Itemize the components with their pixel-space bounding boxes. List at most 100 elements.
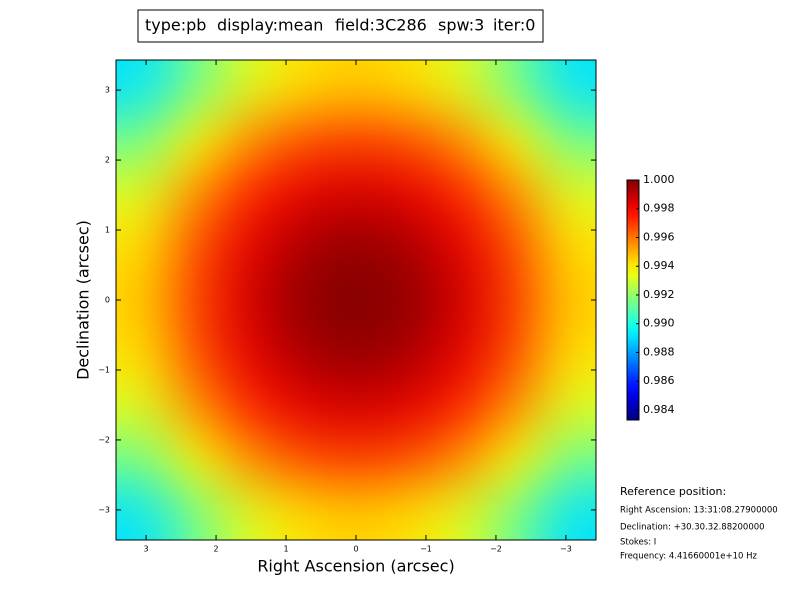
x-tick-label: −2	[490, 545, 502, 554]
heatmap-cell	[329, 326, 384, 381]
y-tick-label: −3	[98, 505, 110, 514]
heatmap-cell	[116, 380, 170, 434]
heatmap	[116, 60, 596, 540]
annotation: Frequency: 4.41660001e+10 Hz	[620, 552, 757, 562]
colorbar-tick-label: 0.986	[643, 374, 675, 387]
x-tick-label: −1	[420, 545, 432, 554]
heatmap-cell	[489, 113, 544, 168]
heatmap-cell	[329, 166, 384, 221]
heatmap-cell	[436, 166, 490, 221]
title-part: iter:0	[493, 16, 535, 35]
heatmap-cell	[489, 60, 544, 114]
heatmap-cell	[382, 60, 437, 114]
heatmap-cell	[542, 433, 596, 488]
heatmap-cell	[329, 486, 384, 540]
heatmap-cell	[382, 220, 437, 274]
x-tick-label: 2	[214, 545, 219, 554]
x-tick-label: 1	[283, 545, 288, 554]
heatmap-cell	[276, 380, 330, 434]
colorbar-tick-label: 0.992	[643, 288, 675, 301]
heatmap-cell	[382, 486, 437, 540]
heatmap-cell	[382, 113, 437, 168]
annotation: Reference position:	[620, 485, 726, 498]
heatmap-cell	[542, 486, 596, 540]
heatmap-cell	[329, 220, 384, 274]
heatmap-cell	[116, 273, 170, 328]
heatmap-cell	[276, 60, 330, 114]
heatmap-cell	[329, 380, 384, 434]
y-tick-label: 2	[105, 156, 110, 165]
heatmap-cell	[329, 113, 384, 168]
colorbar-tick-label: 0.988	[643, 345, 675, 358]
heatmap-cell	[542, 220, 596, 274]
colorbar-tick-label: 0.996	[643, 230, 675, 243]
heatmap-cell	[542, 380, 596, 434]
heatmap-cell	[436, 433, 490, 488]
heatmap-cell	[329, 60, 384, 114]
heatmap-cell	[329, 433, 384, 488]
image-area	[116, 60, 596, 540]
title-part: type:pb	[145, 16, 206, 35]
heatmap-cell	[382, 433, 437, 488]
y-tick-label: 1	[105, 226, 110, 235]
heatmap-cell	[169, 166, 224, 221]
heatmap-cell	[382, 380, 437, 434]
heatmap-cell	[222, 220, 277, 274]
heatmap-cell	[169, 433, 224, 488]
heatmap-cell	[222, 273, 277, 328]
heatmap-cell	[542, 113, 596, 168]
heatmap-cell	[222, 326, 277, 381]
annotation: Right Ascension: 13:31:08.27900000	[620, 506, 778, 516]
colorbar-tick-label: 1.000	[643, 173, 675, 186]
heatmap-cell	[436, 326, 490, 381]
heatmap-cell	[489, 433, 544, 488]
heatmap-cell	[222, 486, 277, 540]
heatmap-cell	[116, 433, 170, 488]
heatmap-cell	[489, 273, 544, 328]
heatmap-cell	[329, 273, 384, 328]
heatmap-cell	[436, 113, 490, 168]
heatmap-cell	[169, 486, 224, 540]
heatmap-cell	[169, 326, 224, 381]
heatmap-cell	[436, 273, 490, 328]
heatmap-cell	[542, 166, 596, 221]
colorbar-tick-label: 0.994	[643, 259, 675, 272]
colorbar-tick-label: 0.984	[643, 403, 675, 416]
heatmap-cell	[116, 220, 170, 274]
x-axis-label: Right Ascension (arcsec)	[257, 557, 454, 576]
heatmap-cell	[222, 380, 277, 434]
y-tick-label: −2	[98, 435, 110, 444]
annotation: Declination: +30.30.32.88200000	[620, 523, 765, 533]
heatmap-cell	[382, 166, 437, 221]
y-axis-label: Declination (arcsec)	[74, 220, 93, 380]
heatmap-cell	[542, 273, 596, 328]
x-tick-label: 0	[353, 545, 358, 554]
heatmap-cell	[489, 220, 544, 274]
heatmap-cell	[489, 380, 544, 434]
heatmap-cell	[436, 220, 490, 274]
heatmap-cell	[489, 326, 544, 381]
colorbar	[626, 179, 640, 421]
title-part: display:mean	[217, 16, 323, 35]
heatmap-cell	[222, 433, 277, 488]
heatmap-cell	[382, 326, 437, 381]
heatmap-cell	[276, 113, 330, 168]
annotation: Stokes: I	[620, 538, 656, 548]
y-tick-label: −1	[98, 365, 110, 374]
heatmap-cell	[276, 273, 330, 328]
heatmap-cell	[169, 113, 224, 168]
heatmap-cell	[436, 60, 490, 114]
heatmap-cell	[276, 486, 330, 540]
x-tick-label: 3	[144, 545, 149, 554]
heatmap-cell	[169, 220, 224, 274]
heatmap-cell	[169, 380, 224, 434]
heatmap-cell	[542, 60, 596, 114]
title-box	[137, 9, 544, 43]
heatmap-cell	[116, 166, 170, 221]
heatmap-cell	[436, 486, 490, 540]
heatmap-cell	[276, 166, 330, 221]
heatmap-cell	[276, 326, 330, 381]
y-tick-label: 3	[105, 86, 110, 95]
heatmap-cell	[169, 60, 224, 114]
